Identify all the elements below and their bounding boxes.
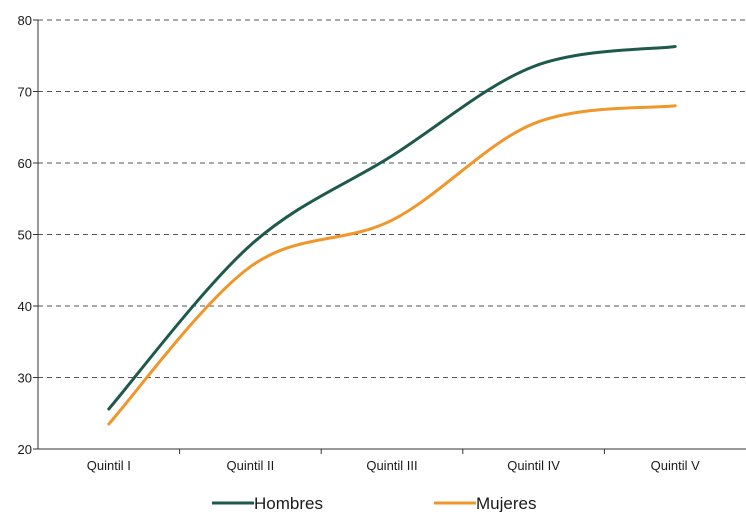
legend: Hombres Mujeres [212, 494, 536, 512]
series-line-hombres [107, 44, 677, 411]
series-line-mujeres [107, 104, 677, 426]
x-tick-label: Quintil III [366, 458, 417, 473]
y-tick-label: 50 [18, 228, 32, 243]
y-tick-label: 20 [18, 442, 32, 457]
x-tick-label: Quintil V [651, 458, 700, 473]
y-axis-ticks: 20 30 40 50 60 70 80 [18, 13, 38, 457]
series-lines [107, 44, 677, 426]
y-tick-label: 60 [18, 156, 32, 171]
y-tick-label: 30 [18, 371, 32, 386]
x-tick-label: Quintil II [227, 458, 275, 473]
x-axis-ticks: Quintil I Quintil II Quintil III Quintil IV… [87, 449, 700, 473]
legend-label: Hombres [254, 494, 323, 512]
legend-label: Mujeres [476, 494, 536, 512]
gridlines [38, 19, 746, 378]
x-tick-label: Quintil IV [507, 458, 560, 473]
y-tick-label: 70 [18, 85, 32, 100]
y-tick-label: 80 [18, 13, 32, 28]
x-tick-label: Quintil I [87, 458, 131, 473]
y-tick-label: 40 [18, 299, 32, 314]
